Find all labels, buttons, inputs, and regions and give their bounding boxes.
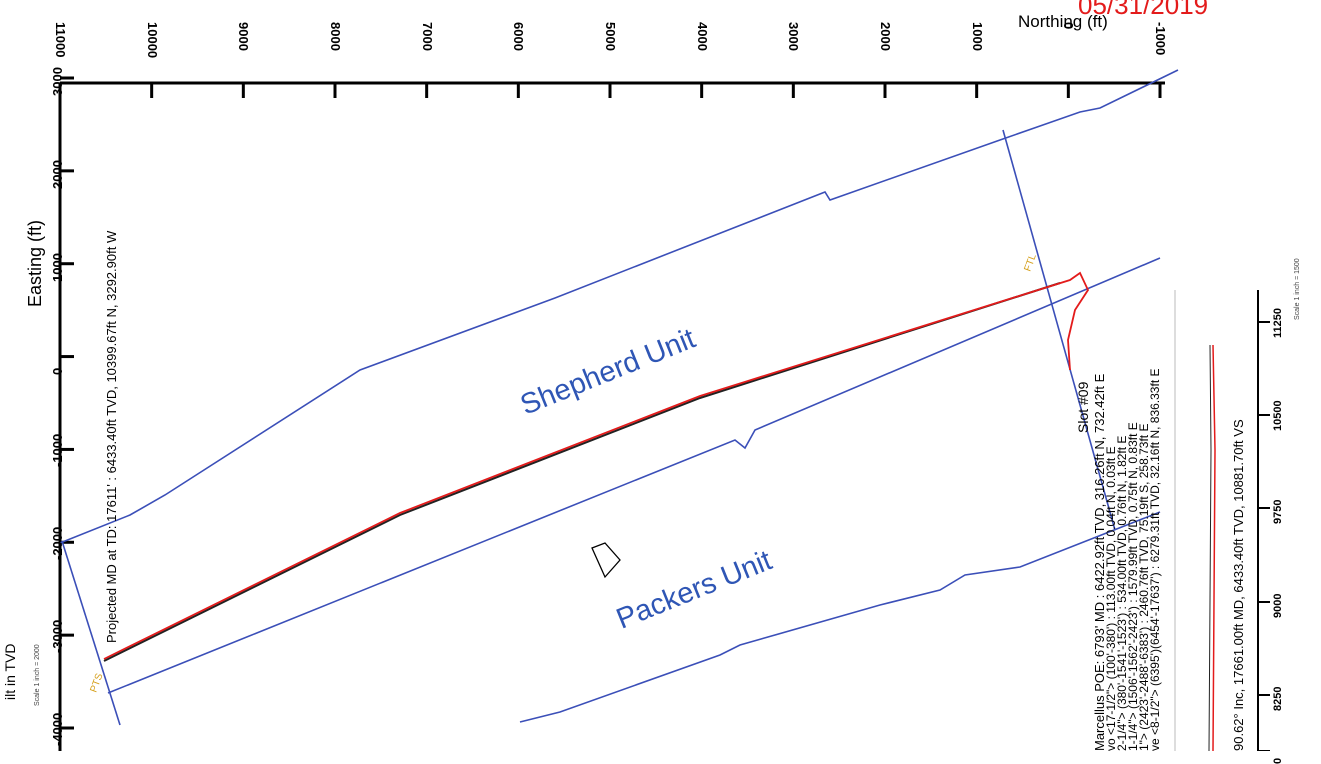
- northing-tick-label: 11000: [53, 22, 68, 58]
- easting-tick-label: 1000: [50, 252, 65, 282]
- section-tick-label: 10500: [1272, 400, 1284, 431]
- northing-axis-label: Northing (ft): [1018, 12, 1108, 31]
- northing-tick-label: 2000: [878, 22, 893, 51]
- shepherd-lower-boundary: [107, 257, 1161, 694]
- section-tick-label: 8250: [1272, 686, 1284, 711]
- northing-tick-label: 3000: [786, 22, 802, 51]
- axis-ticks: [58, 76, 1162, 730]
- northing-tick-label: 8000: [328, 22, 343, 51]
- section-tick-label: 11250: [1272, 308, 1284, 338]
- section-path: [1212, 344, 1216, 751]
- projected-td-annotation: Projected MD at TD: 17611' : 6433.40ft T…: [104, 230, 119, 643]
- easting-tick-label: -1000: [50, 434, 65, 468]
- easting-tick-label: -3000: [50, 619, 65, 654]
- northing-tick-label: 7000: [419, 22, 435, 51]
- section-scale-note: Scale 1 inch = 1500: [1294, 258, 1301, 320]
- section-path-black: [1208, 344, 1212, 751]
- well-path-red: [103, 271, 1090, 660]
- northing-tick-label: 10000: [144, 22, 160, 59]
- pad-polygon: [591, 542, 621, 579]
- shepherd-boundary-line: [59, 69, 1179, 544]
- pts-marker: PTS: [88, 672, 105, 694]
- northing-tick-label: 1000: [969, 22, 985, 51]
- well-path-black: [103, 282, 1061, 662]
- section-ticks: [1258, 321, 1270, 751]
- section-summary: 90.62° Inc, 17661.00ft MD, 6433.40ft TVD…: [1231, 419, 1246, 751]
- section-tick-label: 9000: [1272, 593, 1284, 618]
- section-tick-label: 0: [1272, 757, 1284, 764]
- easting-tick-label: 0: [50, 367, 65, 375]
- left-vertical-label: ilt in TVD: [2, 643, 18, 700]
- section-tick-label: 9750: [1272, 499, 1284, 524]
- slot-label: Slot #09: [1075, 381, 1091, 433]
- northing-tick-label: -1000: [1153, 22, 1168, 56]
- easting-tick-label: -4000: [50, 712, 65, 746]
- packers-boundary-line: [519, 511, 1161, 723]
- easting-scale-note: Scale 1 inch = 2000: [34, 644, 41, 706]
- easting-tick-label: 2000: [50, 159, 65, 189]
- ftl-marker: FTL: [1022, 252, 1039, 273]
- northing-tick-label: 9000: [236, 22, 252, 51]
- northing-tick-label: 5000: [603, 22, 618, 51]
- casing-line-5: ve <8-1/2"> (6395')(6454'-17637') : 6279…: [1148, 368, 1162, 752]
- northing-tick-label: 0: [1061, 22, 1077, 30]
- northing-tick-label: 6000: [511, 22, 527, 51]
- right-lease-line: [1002, 129, 1116, 531]
- northing-tick-label: 4000: [694, 22, 710, 51]
- left-lease-line: [61, 540, 121, 726]
- easting-tick-label: 3000: [50, 67, 65, 96]
- easting-axis-label: Easting (ft): [25, 219, 45, 307]
- easting-tick-label: -2000: [50, 527, 65, 561]
- plot-date: 05/31/2019: [1078, 0, 1209, 20]
